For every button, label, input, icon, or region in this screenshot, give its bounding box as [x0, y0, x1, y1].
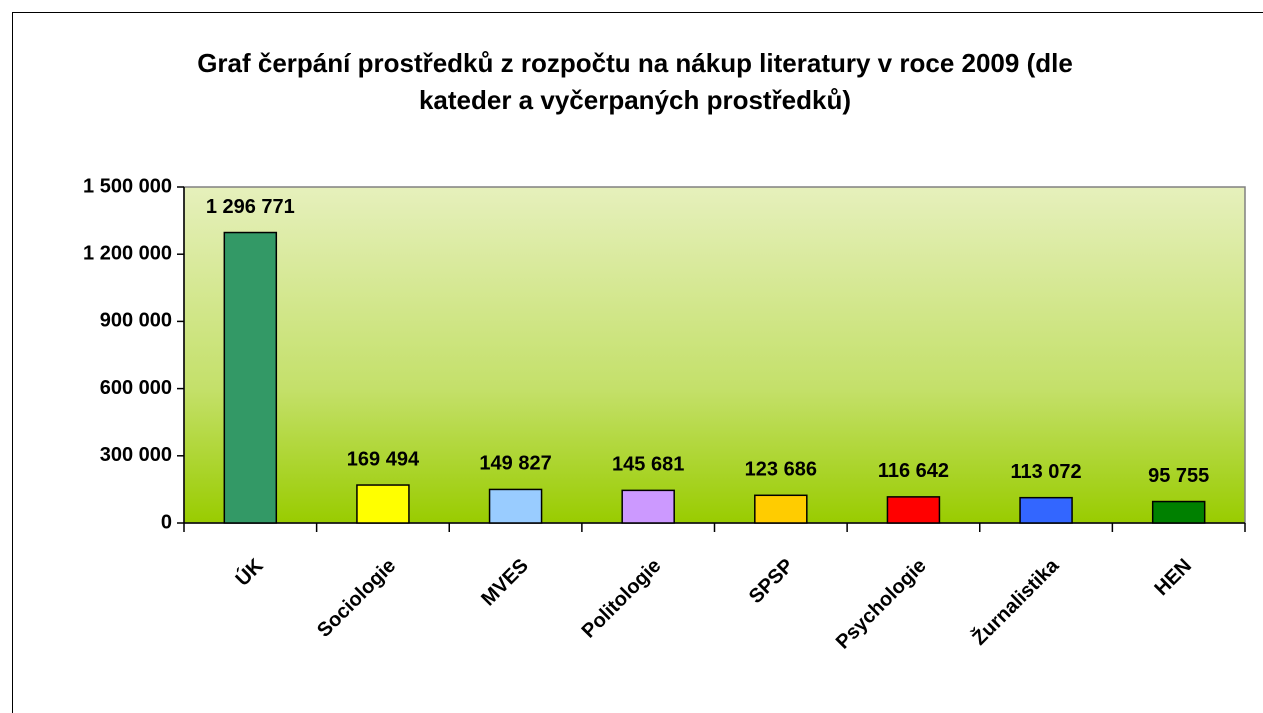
- bar: [754, 494, 808, 524]
- x-tick-label: Psychologie: [832, 555, 931, 654]
- value-label: 116 642: [878, 460, 949, 482]
- y-tick-label: 1 500 000: [83, 175, 172, 197]
- plot-area: [183, 186, 1246, 524]
- y-tick-label: 0: [161, 511, 172, 533]
- bar: [1151, 500, 1206, 524]
- bar: [1019, 496, 1073, 524]
- chart-frame: [12, 12, 1263, 713]
- bar: [488, 488, 543, 524]
- y-tick-label: 300 000: [100, 444, 172, 466]
- x-tick-label: ÚK: [230, 553, 268, 591]
- value-label: 113 072: [1010, 461, 1081, 483]
- value-label: 169 494: [347, 448, 420, 470]
- x-tick-label: HEN: [1151, 555, 1196, 600]
- value-label: 95 755: [1148, 465, 1209, 487]
- y-tick-label: 900 000: [100, 310, 172, 332]
- x-tick-label: Žurnalistika: [967, 553, 1064, 650]
- x-tick-label: Politologie: [578, 555, 666, 643]
- value-label: 123 686: [745, 459, 817, 481]
- bar: [621, 489, 675, 524]
- bar: [356, 484, 410, 524]
- chart-title: Graf čerpání prostředků z rozpočtu na ná…: [197, 48, 1073, 115]
- value-label: 1 296 771: [206, 196, 295, 218]
- y-tick-label: 1 200 000: [83, 242, 172, 264]
- x-tick-label: MVES: [477, 555, 533, 611]
- x-tick-label: Sociologie: [313, 555, 400, 642]
- value-label: 145 681: [612, 454, 684, 476]
- bar: [223, 231, 278, 524]
- y-tick-label: 600 000: [100, 377, 172, 399]
- x-tick-label: SPSP: [745, 555, 798, 608]
- bar: [886, 496, 941, 524]
- value-label: 149 827: [479, 453, 551, 475]
